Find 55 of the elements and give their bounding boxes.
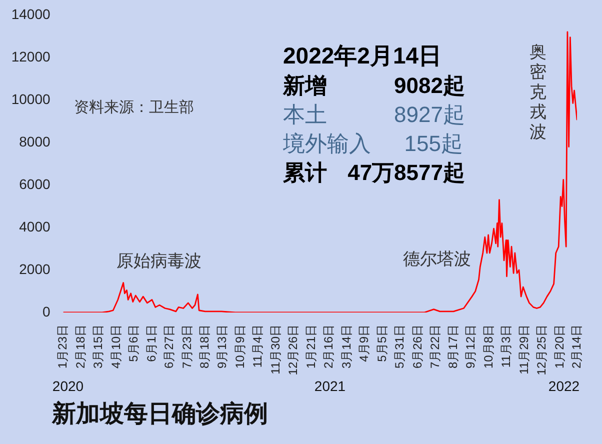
text: 2021 bbox=[314, 378, 346, 394]
x-tick-label: 12月25日 bbox=[534, 324, 549, 376]
annotation: 新增 bbox=[282, 73, 327, 98]
x-tick-label: 2月14日 bbox=[569, 324, 584, 369]
annotation: 本土 bbox=[283, 102, 327, 128]
annotation: 奥密克戎波 bbox=[530, 42, 546, 142]
annotation: 境外输入 bbox=[282, 131, 371, 156]
x-tick-label: 11月30日 bbox=[268, 324, 282, 374]
x-tick-label: 1月21日 bbox=[304, 324, 318, 369]
x-tick-label: 1月23日 bbox=[56, 324, 70, 369]
x-tick-label: 7月22日 bbox=[428, 324, 442, 369]
x-tick-label: 8月17日 bbox=[446, 324, 460, 369]
x-tick-label: 11月29日 bbox=[516, 324, 531, 374]
y-tick-label: 0 bbox=[42, 303, 51, 320]
annotation: 8927起 bbox=[394, 102, 465, 128]
x-tick-label: 6月1日 bbox=[144, 324, 158, 362]
y-tick-label: 4000 bbox=[19, 218, 50, 234]
annotation: 155起 bbox=[404, 131, 463, 156]
x-tick-label: 5月6日 bbox=[126, 324, 141, 362]
x-tick-label: 2月16日 bbox=[322, 324, 336, 369]
x-tick-label: 10月8日 bbox=[481, 324, 496, 369]
text: 新加坡每日确诊病例 bbox=[51, 400, 268, 428]
y-tick-label: 14000 bbox=[11, 6, 51, 22]
annotation: 47万8577起 bbox=[348, 160, 465, 186]
x-tick-label: 6月27日 bbox=[162, 324, 176, 369]
y-tick-label: 6000 bbox=[19, 176, 50, 192]
annotation: 9082起 bbox=[394, 73, 465, 98]
x-tick-label: 11月4日 bbox=[250, 324, 265, 368]
text: 2020 bbox=[52, 378, 84, 394]
x-tick-label: 5月31日 bbox=[392, 324, 407, 369]
x-tick-label: 9月12日 bbox=[464, 324, 478, 369]
x-tick-label: 11月3日 bbox=[499, 324, 514, 368]
x-tick-label: 3月14日 bbox=[339, 324, 354, 369]
x-tick-label: 4月9日 bbox=[357, 324, 372, 362]
annotation: 2022年2月14日 bbox=[283, 42, 442, 68]
x-tick-label: 7月23日 bbox=[180, 324, 194, 369]
x-tick-label: 8月18日 bbox=[198, 324, 212, 369]
y-tick-label: 12000 bbox=[11, 48, 51, 64]
y-tick-label: 10000 bbox=[11, 90, 51, 107]
x-tick-label: 3月15日 bbox=[91, 324, 106, 369]
annotation: 原始病毒波 bbox=[116, 252, 202, 271]
annotation: 累计 bbox=[282, 160, 327, 186]
x-tick-label: 10月9日 bbox=[232, 324, 247, 369]
x-tick-label: 1月20日 bbox=[552, 324, 566, 369]
y-tick-label: 2000 bbox=[19, 260, 50, 277]
annotation: 德尔塔波 bbox=[403, 250, 471, 269]
x-tick-label: 2月18日 bbox=[73, 324, 88, 369]
text: 2022 bbox=[548, 378, 580, 394]
x-tick-label: 6月26日 bbox=[410, 324, 424, 369]
y-tick-label: 8000 bbox=[19, 133, 50, 150]
x-tick-label: 9月13日 bbox=[215, 324, 230, 369]
x-tick-label: 4月10日 bbox=[108, 324, 123, 369]
x-tick-label: 5月5日 bbox=[374, 324, 389, 362]
annotation: 资料来源：卫生部 bbox=[74, 99, 194, 116]
x-tick-label: 12月26日 bbox=[286, 324, 300, 376]
